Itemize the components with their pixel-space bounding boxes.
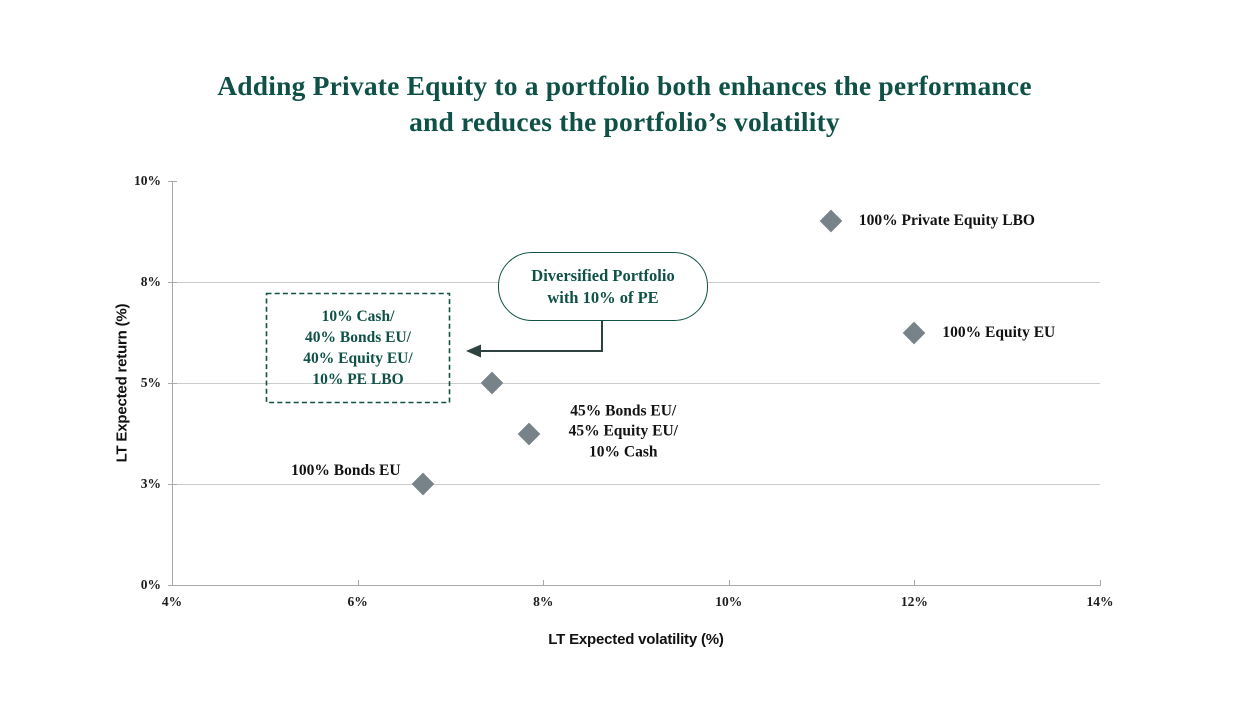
gridline xyxy=(172,383,1100,384)
data-point-label-line: 100% Equity EU xyxy=(942,323,1056,341)
data-point-label-pe_lbo: 100% Private Equity LBO xyxy=(859,211,1035,232)
x-tick-label: 14% xyxy=(1086,594,1114,609)
dashed-box-line: 40% Equity EU/ xyxy=(303,350,413,367)
callout-arrow-line xyxy=(480,321,603,352)
chart-title-line1: Adding Private Equity to a portfolio bot… xyxy=(217,70,1032,101)
chart-title-line2: and reduces the portfolio’s volatility xyxy=(409,106,840,137)
x-axis-tick xyxy=(914,580,916,585)
x-tick-label: 4% xyxy=(161,594,183,609)
dashed-box-line: 10% PE LBO xyxy=(312,371,404,388)
gridline xyxy=(172,484,1100,485)
y-tick-label: 5% xyxy=(140,375,161,390)
x-axis-tick xyxy=(172,580,173,585)
dashed-box-border xyxy=(265,292,451,404)
y-tick-label: 8% xyxy=(140,274,161,289)
x-tick-label: 10% xyxy=(715,594,743,609)
x-axis-tick xyxy=(1100,580,1101,585)
data-point-label-line: 45% Equity EU/ xyxy=(568,422,678,440)
y-axis-tick xyxy=(168,282,177,283)
data-point-label-line: 10% Cash xyxy=(589,442,658,460)
data-point-label-bonds_eu: 100% Bonds EU xyxy=(291,461,400,482)
data-point-label-balanced: 45% Bonds EU/45% Equity EU/10% Cash xyxy=(569,401,678,463)
y-axis-tick xyxy=(168,585,177,586)
data-point-label-line: 100% Bonds EU xyxy=(291,461,401,479)
chart-title: Adding Private Equity to a portfolio bot… xyxy=(0,68,1249,140)
data-point-label-equity_eu: 100% Equity EU xyxy=(942,322,1055,343)
x-axis-line xyxy=(172,585,1101,586)
y-axis-tick xyxy=(168,484,177,485)
x-tick-label: 12% xyxy=(900,594,928,609)
x-tick-label: 6% xyxy=(347,594,368,609)
y-tick-label: 10% xyxy=(134,173,161,188)
data-point-label-line: 45% Bonds EU/ xyxy=(570,401,677,419)
dashed-box-line: 10% Cash/ xyxy=(321,308,395,325)
dashed-box-line: 40% Bonds EU/ xyxy=(305,329,411,346)
callout-line: Diversified Portfolio xyxy=(531,265,675,285)
y-tick-label: 3% xyxy=(140,476,161,491)
x-tick-label: 8% xyxy=(533,594,554,609)
dashed-box-annotation: 10% Cash/ 40% Bonds EU/ 40% Equity EU/ 1… xyxy=(266,293,450,403)
y-tick-label: 0% xyxy=(140,577,161,592)
y-axis-tick xyxy=(168,383,177,384)
callout-line: with 10% of PE xyxy=(547,287,659,307)
x-axis-tick xyxy=(543,580,545,585)
x-axis-tick xyxy=(728,580,730,585)
x-axis-tick xyxy=(357,580,359,585)
y-axis-tick xyxy=(168,181,177,182)
callout-arrowhead-icon xyxy=(466,344,481,358)
x-axis-title: LT Expected volatility (%) xyxy=(548,631,724,648)
data-point-label-line: 100% Private Equity LBO xyxy=(858,212,1035,230)
callout-bubble: Diversified Portfolio with 10% of PE xyxy=(498,252,708,321)
